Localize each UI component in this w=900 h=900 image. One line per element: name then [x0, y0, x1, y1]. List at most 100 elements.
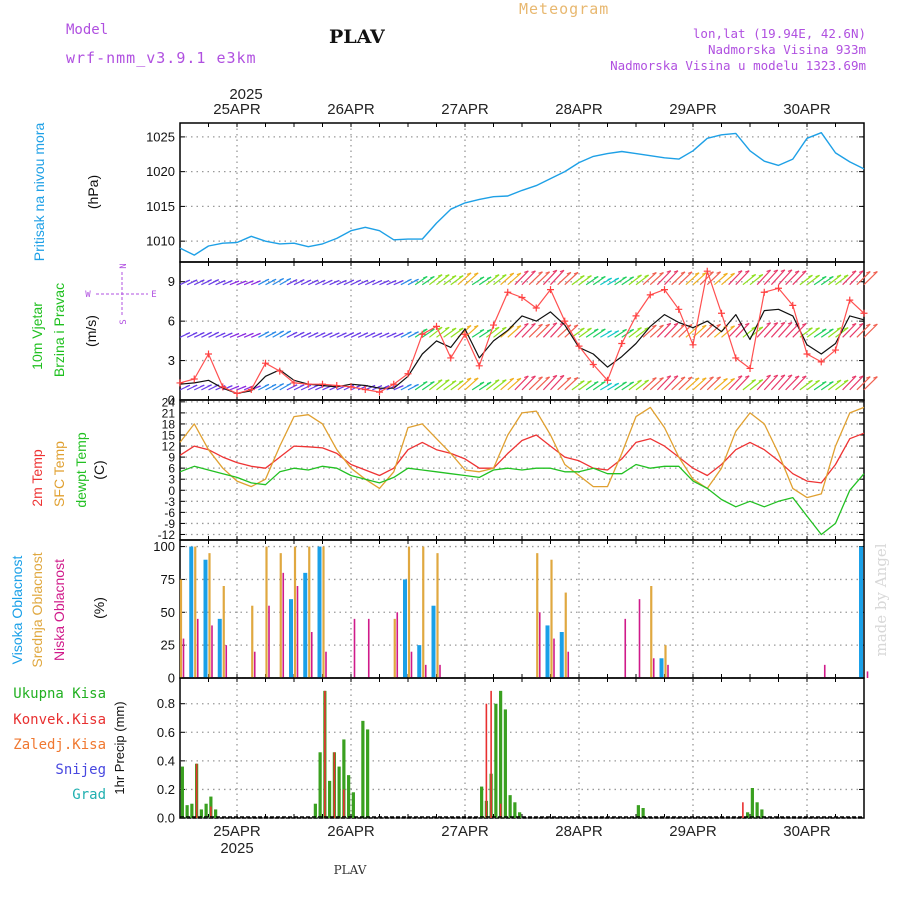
wind-arrow-head — [822, 381, 827, 384]
wind-arrow — [806, 327, 820, 338]
low-cloud-bar — [253, 651, 256, 678]
wind-arrow-head — [843, 379, 849, 383]
wind-arrow — [521, 375, 536, 391]
mid-cloud-bar — [179, 579, 183, 678]
wind-arrow-head — [399, 279, 404, 283]
wind-arrow — [849, 375, 864, 391]
wind-gust-marker — [604, 376, 611, 384]
wind-arrow-head — [524, 375, 529, 379]
wind-arrow-head — [559, 374, 565, 378]
total-rain-bar — [746, 812, 750, 818]
wind-arrow-head — [264, 278, 270, 282]
temperature-ytick-label: 3 — [168, 473, 175, 487]
wind-arrow-head — [607, 382, 612, 386]
total-rain-bar — [518, 812, 522, 818]
total-rain-bar — [214, 809, 218, 818]
wind-arrow-head — [516, 325, 522, 328]
wind-arrow — [685, 272, 700, 286]
wind-arrow-head — [458, 380, 464, 383]
wind-arrow-head — [614, 330, 619, 333]
wind-arrow — [828, 379, 842, 391]
wind-arrow-head — [391, 279, 397, 283]
wind-arrow-head — [430, 328, 435, 332]
wind-arrow-head — [228, 332, 233, 336]
wind-arrow-head — [377, 385, 383, 388]
temperature-ytick-label: 24 — [162, 395, 176, 409]
wind-arrow — [778, 374, 793, 391]
mid-cloud-bar — [293, 546, 297, 678]
wind-gust-marker — [789, 301, 797, 309]
wind-arrow — [571, 380, 585, 391]
wind-arrow-head — [815, 274, 820, 278]
wind-arrow — [721, 272, 735, 286]
elevation-label: Nadmorska Visina 933m — [708, 42, 866, 57]
wind-arrow — [493, 379, 507, 391]
wind-arrow — [443, 275, 457, 286]
total-rain-bar — [199, 809, 203, 818]
wind-arrow-head — [192, 384, 198, 388]
wind-arrow — [849, 323, 864, 338]
wind-arrow — [521, 323, 536, 338]
total-rain-bar — [513, 802, 517, 818]
wind-arrow-head — [214, 279, 219, 282]
precip-frame — [179, 677, 865, 819]
wind-arrow-head — [644, 274, 649, 278]
bottom-day-label: 28APR — [555, 823, 603, 840]
pressure-ytick-label: 1010 — [146, 234, 175, 249]
cloud-unit-label: (%) — [91, 597, 107, 619]
wind-arrow — [742, 379, 757, 391]
wind-arrow — [450, 275, 464, 286]
wind-arrow-head — [751, 273, 756, 277]
conv-rain-bar — [499, 803, 502, 818]
bottom-day-label: 29APR — [669, 823, 717, 840]
wind-gust-marker — [675, 305, 683, 313]
wind-arrow-head — [787, 374, 793, 378]
wind-arrow-head — [652, 377, 657, 380]
wind-arrow-head — [780, 269, 786, 272]
wind-arrow-head — [566, 271, 572, 275]
wind-arrow-head — [858, 375, 864, 379]
wind-arrow-head — [430, 381, 435, 384]
precip-ytick-label: 0.2 — [157, 782, 175, 797]
temperature-ytick-label: 6 — [168, 462, 175, 476]
wind-arrow — [535, 271, 551, 286]
model-elevation-label: Nadmorska Visina u modelu 1323.69m — [610, 58, 866, 73]
high-cloud-bar — [303, 572, 308, 678]
wind-arrow-head — [594, 275, 599, 279]
low-cloud-bar — [410, 651, 413, 678]
wind-arrow-head — [234, 385, 240, 389]
wind-arrow-head — [758, 379, 764, 382]
wind-arrow-head — [622, 381, 627, 385]
wind-arrow — [763, 322, 779, 338]
wind-arrow-head — [573, 271, 579, 275]
wind-arrow-head — [486, 381, 492, 385]
wind-arrow — [557, 271, 572, 286]
wind-arrow — [735, 375, 750, 391]
wind-arrow-head — [479, 329, 485, 332]
wind-arrow — [635, 274, 649, 286]
precip-ytick-label: 0.4 — [157, 753, 175, 768]
wind-arrow — [706, 323, 722, 338]
conv-rain-label: Konvek.Kisa — [13, 712, 106, 728]
wind-arrow-head — [843, 274, 849, 278]
wind-arrow-head — [622, 276, 627, 279]
wind-arrow — [528, 271, 543, 286]
low-cloud-bar — [866, 671, 869, 678]
wind-arrow — [436, 379, 450, 391]
wind-arrow-head — [300, 331, 305, 335]
wind-arrow — [692, 377, 707, 391]
conv-rain-bar — [343, 789, 345, 818]
wind-arrow-head — [479, 381, 485, 385]
wind-arrow-head — [192, 331, 198, 335]
wind-arrow-head — [801, 375, 807, 379]
wind-arrow-head — [580, 275, 585, 278]
wind-arrow-head — [241, 280, 247, 284]
total-rain-bar — [337, 766, 341, 818]
wind-arrow-head — [538, 376, 543, 379]
lonlat-label: lon,lat (19.94E, 42.6N) — [693, 26, 866, 41]
wind-arrow — [514, 375, 529, 391]
wind-arrow — [628, 379, 642, 391]
wind-arrow-head — [335, 332, 340, 336]
wind-arrow-head — [843, 327, 849, 330]
